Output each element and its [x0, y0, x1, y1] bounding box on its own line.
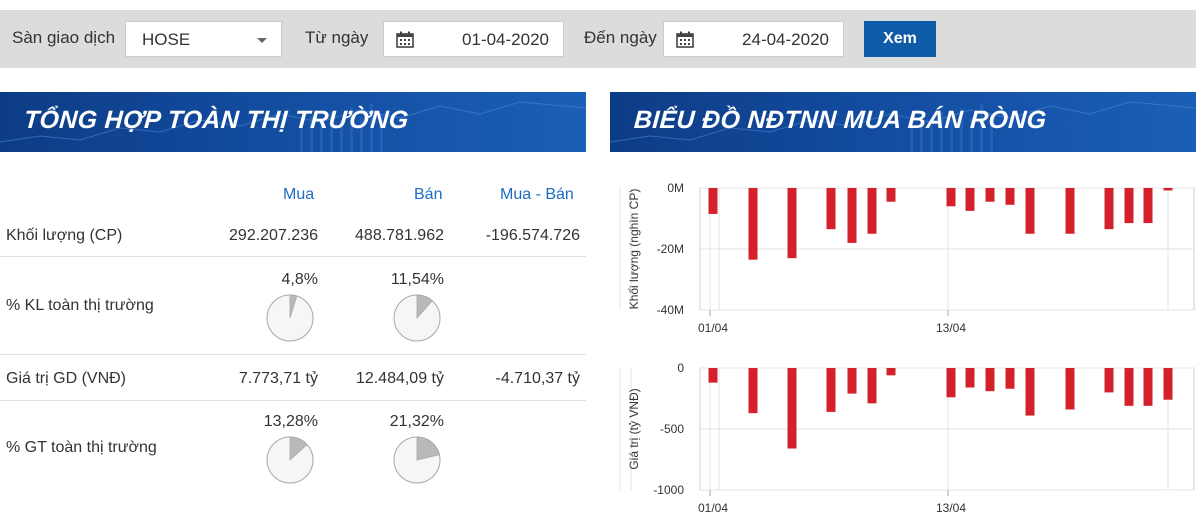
y-axis-label: Giá trị (tỷ VNĐ) — [627, 388, 641, 469]
y-tick-label: -500 — [660, 422, 684, 436]
y-tick-label: -40M — [657, 303, 684, 317]
volume-share-sell-pie — [393, 294, 441, 342]
value-net: -4.710,37 tỷ — [495, 370, 581, 387]
pie-slice — [289, 436, 308, 461]
bar — [787, 188, 797, 259]
calendar-icon[interactable] — [396, 31, 414, 48]
volume-sell: 488.781.962 — [355, 227, 444, 244]
x-tick-label: 13/04 — [936, 321, 966, 335]
x-tick-label: 01/04 — [698, 501, 728, 515]
bar — [867, 368, 877, 404]
summary-banner: TỔNG HỢP TOÀN THỊ TRƯỜNG — [0, 92, 586, 152]
banner-decoration — [0, 101, 586, 152]
volume-share-label: % KL toàn thị trường — [6, 297, 154, 314]
row-divider — [0, 400, 586, 401]
from-date-input[interactable]: 01-04-2020 — [383, 21, 564, 57]
bar — [847, 368, 857, 394]
bar — [826, 188, 836, 230]
bar — [867, 188, 877, 234]
bar — [1005, 188, 1015, 205]
bar — [1143, 188, 1153, 224]
summary-title: TỔNG HỢP TOÀN THỊ TRƯỜNG — [23, 106, 410, 134]
bar — [1065, 188, 1075, 234]
volume-net: -196.574.726 — [485, 227, 580, 244]
bar — [946, 188, 956, 207]
calendar-icon[interactable] — [676, 31, 694, 48]
row-divider — [0, 256, 586, 257]
value-sell: 12.484,09 tỷ — [355, 370, 444, 387]
filter-bar: Sàn giao dịch HOSE Từ ngày 01-04-2020 Đế… — [0, 10, 1196, 68]
pie-slice — [416, 436, 440, 461]
header-sell: Bán — [414, 186, 443, 203]
bar — [1065, 368, 1075, 410]
bar — [847, 188, 857, 243]
bar — [1104, 188, 1114, 230]
y-tick-label: -1000 — [653, 483, 684, 497]
volume-buy: 292.207.236 — [229, 227, 318, 244]
bar — [787, 368, 797, 449]
value-share-buy: 13,28% — [263, 413, 318, 430]
value-share-sell: 21,32% — [389, 413, 444, 430]
header-buy: Mua — [283, 186, 315, 203]
volume-share-sell: 11,54% — [390, 271, 444, 288]
header-net: Mua - Bán — [500, 186, 574, 203]
view-button[interactable]: Xem — [864, 21, 936, 57]
chart-0: 0M -20M -40M 01/04 13/04 Khối lượng (nghìn CP… — [619, 181, 1195, 335]
x-tick-label: 13/04 — [936, 501, 966, 515]
value-buy: 7.773,71 tỷ — [238, 370, 318, 387]
bar — [1163, 368, 1173, 400]
exchange-label: Sàn giao dịch — [12, 28, 116, 47]
bar — [886, 188, 896, 202]
bar — [1143, 368, 1153, 406]
net-foreign-charts: 0M -20M -40M 01/04 13/04 Khối lượng (nghìn CP… — [619, 181, 1195, 515]
volume-share-buy-pie — [266, 294, 314, 342]
y-tick-label: 0M — [667, 181, 684, 195]
value-label: Giá trị GD (VNĐ) — [6, 370, 126, 387]
bar — [1124, 188, 1134, 224]
bar — [886, 368, 896, 376]
bar — [708, 368, 718, 383]
bar — [985, 368, 995, 392]
chart-1: 0 -500 -1000 01/04 13/04 Giá trị (tỷ VNĐ) — [619, 361, 1195, 515]
volume-label: Khối lượng (CP) — [6, 227, 123, 244]
x-tick-label: 01/04 — [698, 321, 728, 335]
bar — [826, 368, 836, 412]
charts-title: BIỂU ĐỒ NĐTNN MUA BÁN RÒNG — [633, 106, 1048, 134]
value-share-label: % GT toàn thị trường — [6, 439, 157, 456]
charts-banner: BIỂU ĐỒ NĐTNN MUA BÁN RÒNG — [610, 92, 1196, 152]
bar — [748, 368, 758, 414]
bar — [1124, 368, 1134, 406]
exchange-select-value: HOSE — [142, 30, 191, 49]
bar — [1025, 368, 1035, 416]
bar — [946, 368, 956, 398]
bar — [1025, 188, 1035, 234]
pie-slice — [289, 294, 298, 319]
pie-slice — [416, 294, 433, 320]
y-axis-label: Khối lượng (nghìn CP) — [627, 189, 641, 310]
value-share-buy-pie — [266, 436, 314, 484]
bar — [965, 368, 975, 388]
row-divider — [0, 354, 586, 355]
from-date-value: 01-04-2020 — [462, 30, 549, 49]
to-date-label: Đến ngày — [584, 28, 657, 47]
bar — [985, 188, 995, 202]
y-tick-label: 0 — [677, 361, 684, 375]
y-tick-label: -20M — [657, 242, 684, 256]
bar — [1163, 188, 1173, 191]
bar — [1104, 368, 1114, 393]
chevron-down-icon — [257, 38, 267, 43]
volume-share-buy: 4,8% — [281, 271, 318, 288]
value-share-sell-pie — [393, 436, 441, 484]
bar — [1005, 368, 1015, 389]
banner-decoration — [610, 101, 1196, 152]
exchange-select[interactable]: HOSE — [125, 21, 282, 57]
to-date-input[interactable]: 24-04-2020 — [663, 21, 844, 57]
to-date-value: 24-04-2020 — [742, 30, 829, 49]
bar — [708, 188, 718, 214]
bar — [965, 188, 975, 211]
bar — [748, 188, 758, 260]
from-date-label: Từ ngày — [305, 28, 369, 47]
